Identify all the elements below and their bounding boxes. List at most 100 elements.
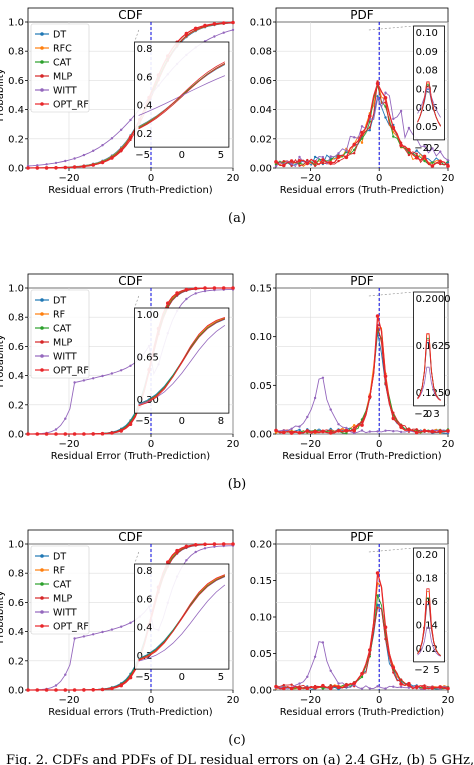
- y-tick-label: 0.04: [250, 105, 272, 116]
- point-opt_rf: [336, 154, 341, 159]
- inset-y-tick-label: 0.1625: [416, 341, 451, 352]
- point-opt_rf: [289, 686, 294, 691]
- point-witt: [313, 396, 317, 400]
- inset-x-tick-label: −5: [135, 150, 150, 161]
- point-opt_rf: [221, 21, 226, 25]
- point-mlp: [368, 126, 371, 129]
- x-tick-label: 0: [376, 439, 382, 450]
- x-axis-label: Residual errors (Truth-Prediction): [48, 185, 213, 196]
- inset-line-opt_rf: [417, 333, 441, 401]
- point-opt_rf: [430, 686, 435, 690]
- legend-entry: CAT: [53, 324, 71, 335]
- point-witt: [92, 633, 95, 636]
- x-tick-label: −20: [58, 439, 79, 450]
- inset-x-tick-label: 5: [218, 672, 224, 683]
- y-tick-label: 0.08: [250, 47, 272, 58]
- legend-entry: RFC: [53, 44, 72, 55]
- point-mlp: [298, 164, 301, 167]
- row-label-b: (b): [228, 477, 246, 492]
- point-opt_rf: [82, 164, 86, 169]
- point-rf: [353, 424, 356, 427]
- point-mlp: [353, 426, 356, 429]
- point-witt: [407, 126, 411, 130]
- inset-y-tick-label: 0.8: [137, 44, 153, 55]
- point-opt_rf: [297, 431, 302, 435]
- point-opt_rf: [282, 430, 286, 435]
- point-witt: [298, 155, 301, 159]
- point-opt_rf: [313, 160, 317, 164]
- point-witt: [306, 675, 309, 678]
- inset-connector: [368, 547, 414, 553]
- point-witt: [54, 684, 58, 687]
- legend-marker: [40, 74, 44, 78]
- y-tick-label: 0.8: [8, 313, 24, 324]
- point-witt: [376, 430, 379, 433]
- point-opt_rf: [274, 684, 278, 689]
- point-witt: [73, 381, 76, 384]
- point-witt: [431, 147, 434, 150]
- legend-entry: CAT: [53, 58, 71, 69]
- point-witt: [101, 630, 104, 634]
- inset-x-tick-label: 0: [179, 416, 185, 427]
- x-tick-label: 20: [227, 439, 240, 450]
- point-cat: [431, 161, 434, 164]
- point-opt_rf: [282, 686, 286, 691]
- point-witt: [110, 137, 114, 140]
- point-opt_rf: [193, 286, 198, 291]
- point-opt_rf: [184, 31, 189, 36]
- inset-connector: [134, 29, 139, 43]
- inset-y-tick-label: 0.4: [137, 101, 153, 112]
- y-tick-label: 0.15: [250, 284, 272, 295]
- point-opt_rf: [375, 314, 380, 318]
- point-witt: [101, 144, 104, 147]
- point-mlp: [313, 164, 317, 167]
- x-tick-label: −20: [58, 173, 79, 184]
- point-opt_rf: [282, 163, 286, 168]
- point-rfc: [360, 141, 364, 144]
- x-tick-label: 20: [442, 695, 455, 706]
- point-opt_rf: [375, 81, 380, 86]
- point-opt_rf: [422, 429, 427, 433]
- point-opt_rf: [352, 681, 357, 685]
- point-witt: [399, 109, 403, 113]
- legend-entry: OPT_RF: [53, 100, 89, 111]
- y-tick-label: 0.6: [8, 598, 24, 609]
- point-opt_rf: [446, 164, 450, 168]
- point-witt: [321, 641, 325, 644]
- point-opt_rf: [391, 416, 396, 421]
- point-opt_rf: [344, 428, 349, 433]
- point-opt_rf: [35, 166, 40, 170]
- point-opt_rf: [344, 683, 349, 687]
- point-witt: [306, 415, 309, 419]
- legend-entry: MLP: [53, 338, 72, 349]
- y-axis-label: Probability: [0, 334, 6, 387]
- point-opt_rf: [166, 301, 170, 306]
- row-label-a: (a): [228, 211, 246, 226]
- point-opt_rf: [72, 688, 77, 692]
- point-opt_rf: [399, 425, 403, 429]
- point-cat: [298, 162, 301, 165]
- legend-marker: [40, 312, 44, 316]
- point-opt_rf: [360, 671, 364, 676]
- x-axis-label: Residual errors (Truth-Prediction): [280, 707, 445, 718]
- inset-y-tick-label: 0.1250: [416, 388, 451, 399]
- point-opt_rf: [63, 165, 68, 170]
- inset-line-mlp: [138, 318, 226, 406]
- y-tick-label: 0.6: [8, 76, 24, 87]
- point-opt_rf: [407, 148, 411, 152]
- point-opt_rf: [414, 685, 419, 689]
- y-tick-label: 0.20: [250, 540, 272, 551]
- y-tick-label: 0.2: [8, 400, 24, 411]
- point-opt_rf: [231, 542, 235, 546]
- point-opt_rf: [119, 683, 123, 688]
- point-witt: [439, 150, 442, 153]
- point-opt_rf: [383, 374, 388, 379]
- point-opt_rf: [352, 428, 357, 433]
- point-opt_rf: [54, 432, 58, 436]
- point-opt_rf: [305, 686, 310, 690]
- point-opt_rf: [305, 429, 310, 433]
- y-tick-label: 0.10: [250, 18, 272, 29]
- point-opt_rf: [407, 427, 411, 432]
